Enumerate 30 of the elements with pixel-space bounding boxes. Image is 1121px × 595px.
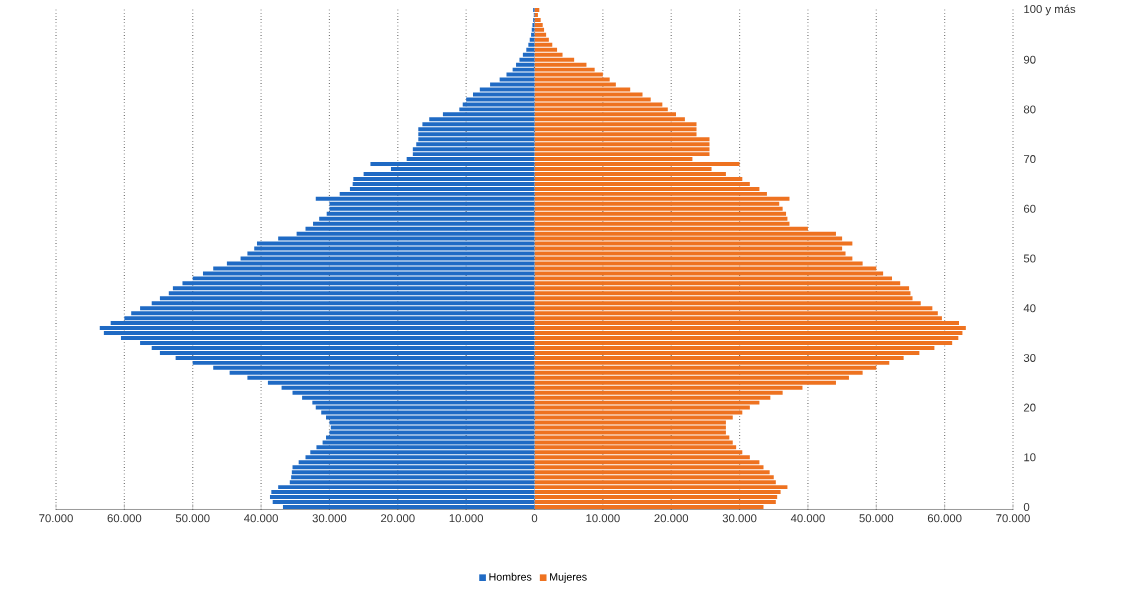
x-tick-label: 0 xyxy=(531,514,538,523)
x-tick-label: 20.000 xyxy=(381,514,415,523)
x-tick-label: 30.000 xyxy=(312,514,347,523)
x-tick-label: 50.000 xyxy=(859,514,894,523)
x-tick-label: 60.000 xyxy=(927,514,962,523)
y-tick-label: 10 xyxy=(1024,453,1036,462)
y-tick-label: 100 y más xyxy=(1024,4,1076,16)
y-tick-label: 60 xyxy=(1023,204,1036,213)
y-tick-label: 20 xyxy=(1023,403,1036,412)
y-tick-label: 30 xyxy=(1023,353,1036,362)
x-tick-label: 10.000 xyxy=(586,514,620,523)
x-tick-label: 30.000 xyxy=(722,514,757,523)
y-tick-label: 50 xyxy=(1023,254,1036,263)
legend-label: Mujeres xyxy=(550,572,587,583)
x-tick-label: 40.000 xyxy=(790,514,825,523)
x-tick-label: 70.000 xyxy=(996,514,1030,523)
x-tick-label: 40.000 xyxy=(244,514,278,523)
x-tick-label: 70.000 xyxy=(39,514,73,523)
x-tick-label: 10.000 xyxy=(449,514,484,523)
x-tick-label: 20.000 xyxy=(654,514,689,523)
x-tick-label: 60.000 xyxy=(107,514,142,523)
y-tick-label: 40 xyxy=(1023,304,1036,313)
y-tick-label: 70 xyxy=(1023,155,1036,164)
legend-label: Hombres xyxy=(489,572,532,581)
bar xyxy=(330,425,535,430)
y-tick-label: 0 xyxy=(1023,503,1030,512)
x-tick-label: 50.000 xyxy=(175,514,210,523)
y-tick-label: 90 xyxy=(1023,55,1036,64)
bar xyxy=(534,425,726,430)
y-tick-label: 80 xyxy=(1023,105,1036,114)
